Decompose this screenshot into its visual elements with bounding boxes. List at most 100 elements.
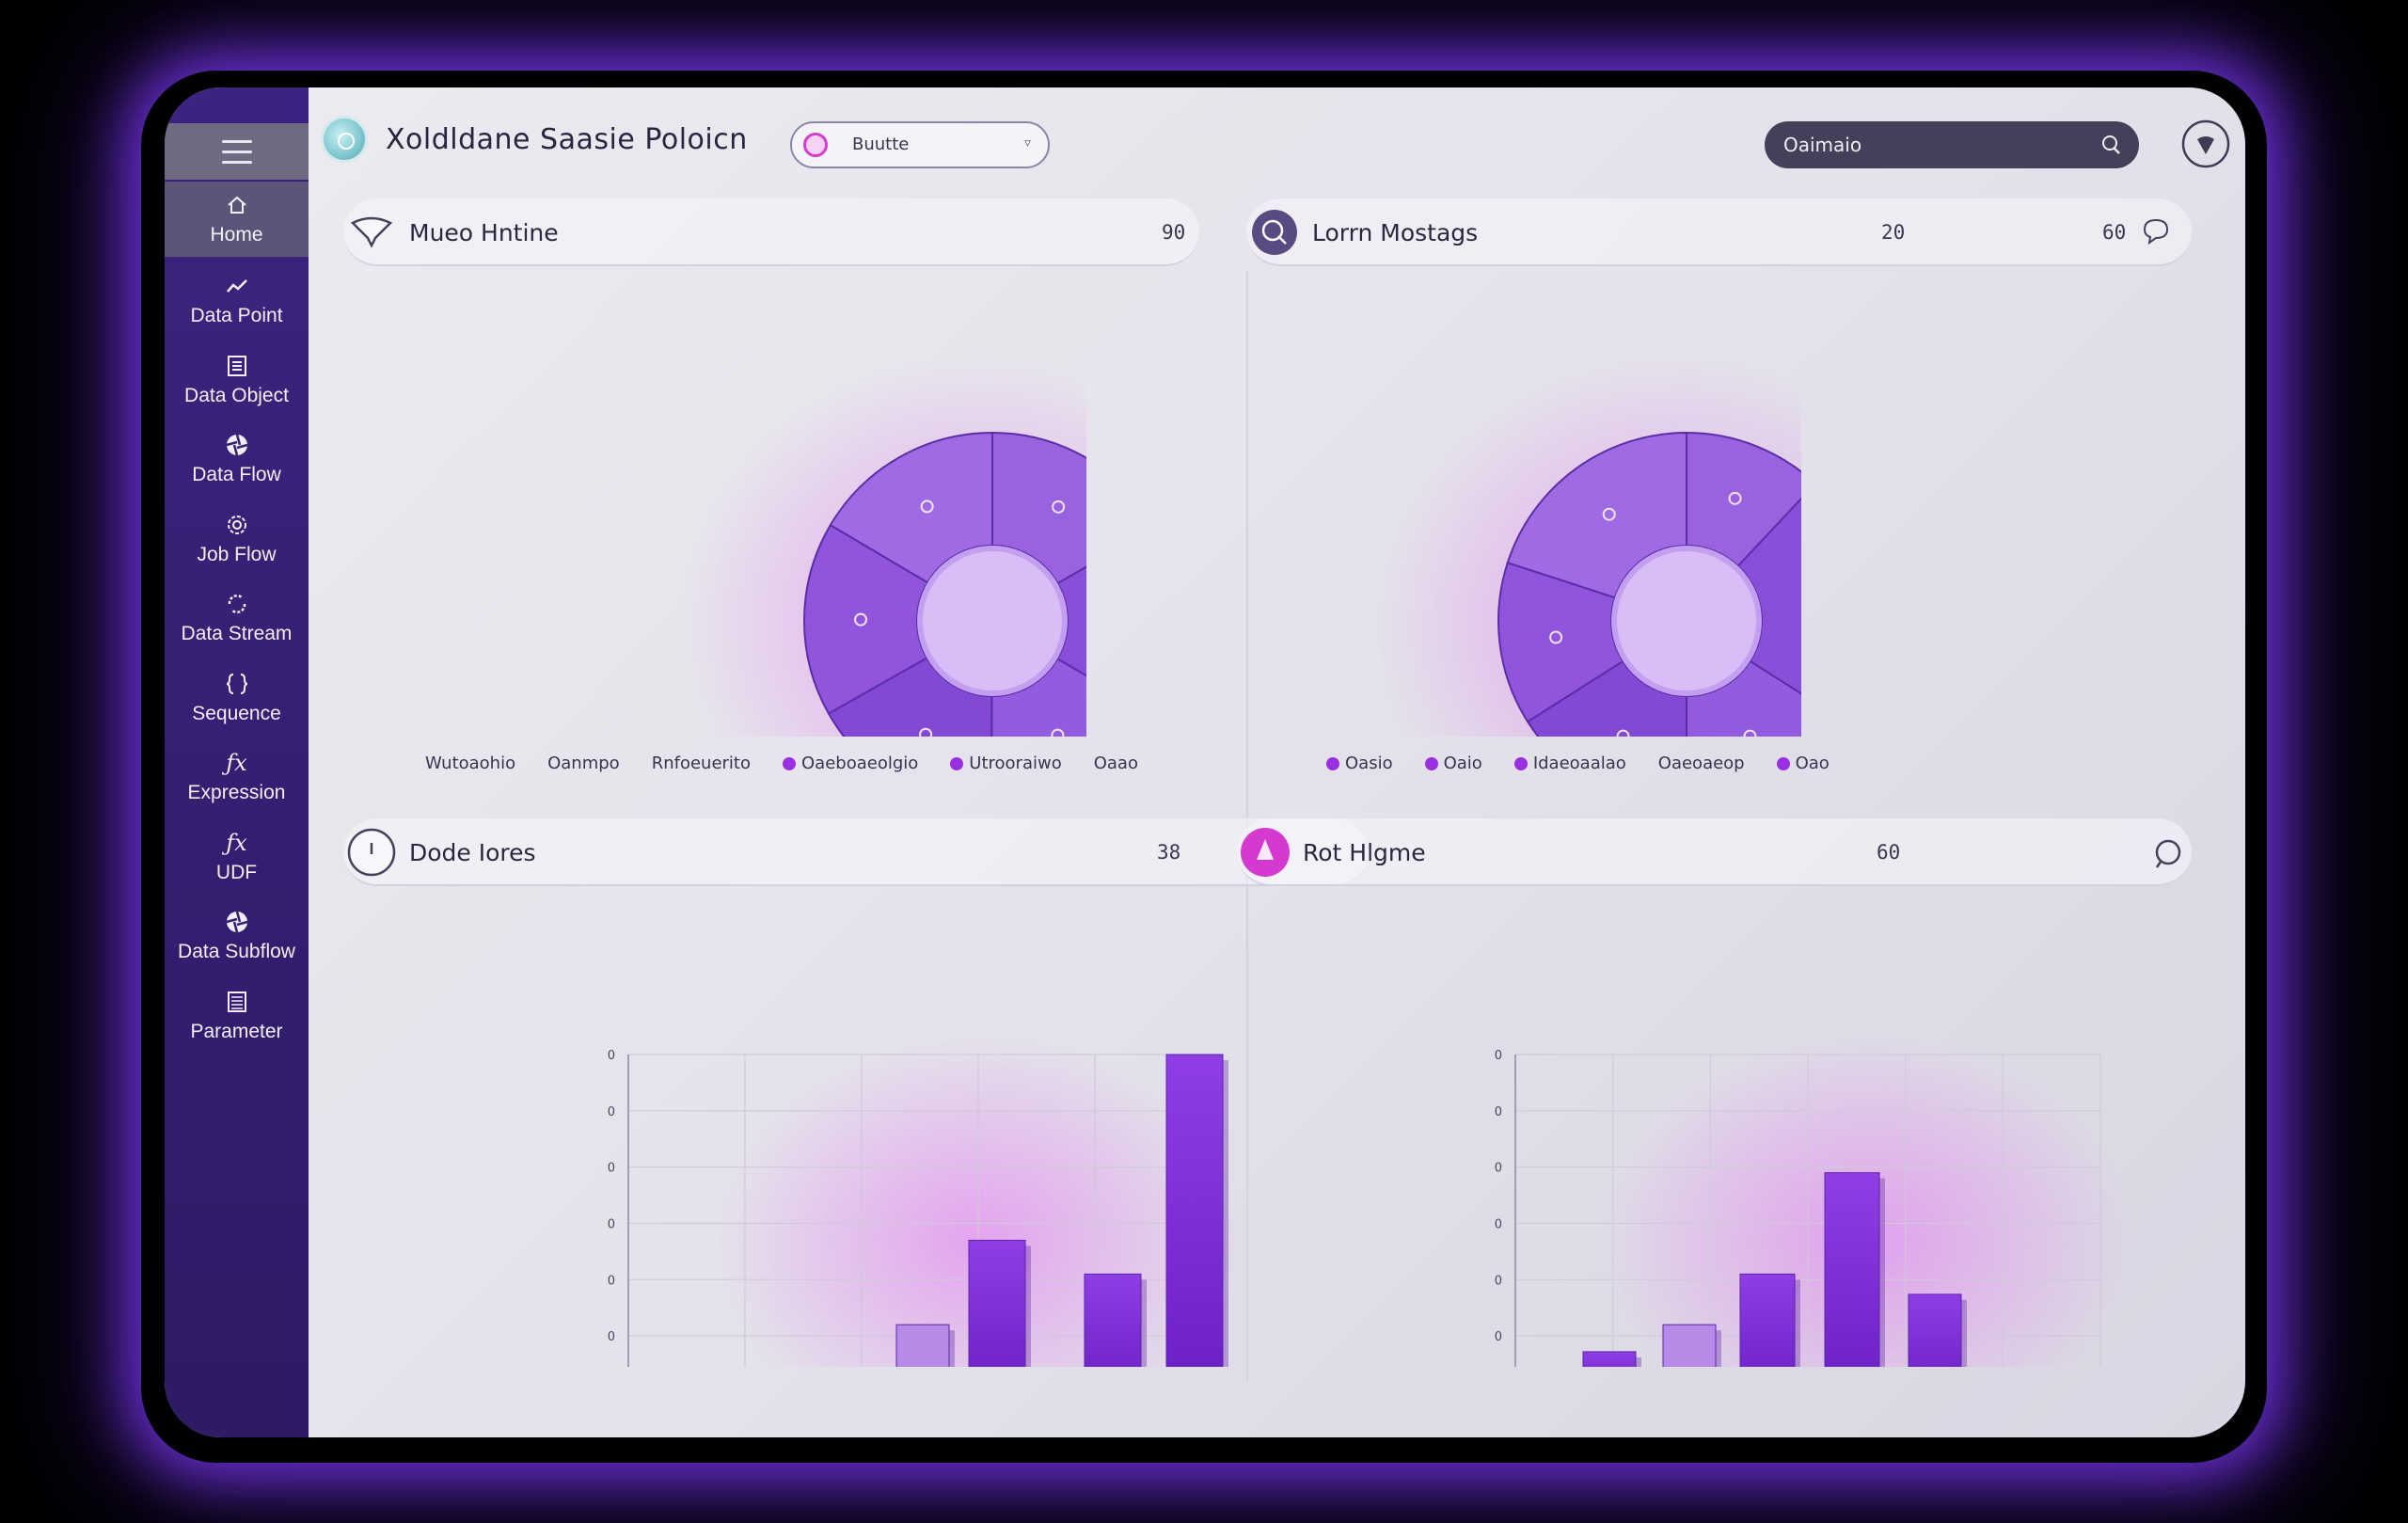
list-icon [224,989,250,1015]
trend-line-icon [224,273,250,299]
alert-icon [1239,826,1291,879]
legend-label: Idaeoaalao [1532,754,1626,773]
card-header-bottom-left: Dode Iores 38 [343,818,1369,886]
donut-hole-inner [923,551,1062,690]
search-icon[interactable] [2098,132,2124,158]
app-window: Home Data Point Data Object Data Flow [165,87,2245,1437]
app-logo-icon[interactable] [321,116,368,163]
location-icon[interactable] [2180,119,2231,169]
y-tick-label: 0 [1495,1218,1502,1232]
legend-item: Oaao [1094,754,1138,773]
sidebar-nav: Home Data Point Data Object Data Flow [165,182,309,1055]
slice-marker [1602,507,1616,521]
sidebar-item-data-object[interactable]: Data Object [165,341,309,420]
legend-item: Oasio [1326,754,1393,773]
bar [1662,1324,1717,1367]
sidebar-item-sequence[interactable]: Sequence [165,658,309,738]
legend-item: Idaeoaalao [1513,754,1626,773]
comment-icon[interactable] [2140,215,2172,247]
search-icon[interactable] [2149,835,2187,873]
app-title: Xoldldane Saasie Poloicn [386,123,748,156]
sidebar-item-label: Job Flow [197,543,277,565]
legend-swatch [950,756,964,770]
chevron-down-icon: ▿ [1023,135,1031,151]
sidebar-item-job-flow[interactable]: Job Flow [165,500,309,579]
slice-marker [920,500,934,514]
legend-swatch [1776,756,1790,770]
sidebar-item-label: Parameter [190,1020,283,1042]
legend-label: Oaio [1443,754,1482,773]
bar-chart-right: 0000000BaaaaoHl lomo00G0IomGlimw [1495,1038,2131,1367]
legend-label: Oaao [1093,754,1138,773]
document-icon [224,353,250,379]
bar [968,1239,1026,1367]
sidebar-item-parameter[interactable]: Parameter [165,976,309,1056]
donut-chart-right [1376,357,1801,737]
legend-item: Oaeboaeolgio [783,754,918,773]
legend-label: Wutoaohio [425,754,516,773]
workspace-select-value: Buutte [852,135,910,154]
card-value: 38 [1157,841,1181,864]
sidebar-item-udf[interactable]: ƒx UDF [165,817,309,897]
card-header-bottom-right: Rot Hlgme 60 [1237,818,2192,886]
donut-hole-inner [1617,551,1756,690]
clock-icon [345,826,398,879]
menu-button[interactable] [165,123,309,180]
sidebar-item-data-flow[interactable]: Data Flow [165,420,309,500]
legend-item: Oanmpo [547,754,620,773]
fx-icon: ƒx [226,829,247,856]
bar [1739,1273,1796,1367]
home-icon [224,192,250,218]
legend-label: Utrooraiwo [969,754,1062,773]
card-title: Rot Hlgme [1303,839,1426,866]
slice-marker [1051,728,1065,737]
sidebar: Home Data Point Data Object Data Flow [165,87,309,1437]
slice-marker [1549,630,1563,644]
aperture-icon [224,909,250,935]
slice-marker [1743,729,1757,737]
sidebar-item-home[interactable]: Home [165,182,309,257]
hamburger-icon [221,136,252,167]
slice-marker [1616,729,1630,737]
card-value: 90 [1162,221,1186,244]
sidebar-item-label: Data Object [184,384,289,406]
legend-item: Rnfoeuerito [652,754,751,773]
slice-marker [1052,500,1066,514]
sidebar-item-label: Data Stream [181,623,293,645]
funnel-icon [345,206,398,259]
card-title: Dode Iores [409,839,536,866]
donut-right-legend: Oasio Oaio Idaeoaalao Oaeoaeop Oao [1326,754,1861,773]
y-tick-label: 0 [1495,1330,1502,1344]
fx-icon: ƒx [226,750,247,777]
legend-swatch [783,756,796,770]
bar [1084,1273,1142,1367]
y-tick-label: 0 [1495,1274,1502,1288]
card-header-top-right: Lorrn Mostags 20 60 [1246,198,2192,266]
donut-left-legend: Wutoaohio Oanmpo Rnfoeuerito Oaeboaeolgio Ut… [425,754,1170,773]
legend-label: Oasio [1345,754,1393,773]
donut-slice [991,431,1086,585]
search-field[interactable]: Oaimaio [1765,121,2139,168]
bar [895,1324,950,1367]
sidebar-item-label: Data Flow [192,464,281,486]
donut-chart-left [682,357,1086,737]
y-tick-label: 0 [608,1274,615,1288]
legend-swatch [1326,756,1339,770]
search-value: Oaimaio [1783,134,1862,156]
legend-label: Oanmpo [547,754,620,773]
workspace-select[interactable]: Buutte ▿ [790,121,1050,168]
card-value-a: 20 [1881,221,1906,244]
legend-label: Oao [1795,754,1830,773]
sidebar-item-data-subflow[interactable]: Data Subflow [165,896,309,976]
sidebar-item-label: Data Subflow [178,941,295,963]
bar [1908,1293,1962,1367]
legend-item: Oaio [1424,754,1482,773]
slice-marker [854,612,868,627]
sidebar-item-data-point[interactable]: Data Point [165,261,309,341]
bar [1582,1351,1637,1367]
sidebar-item-data-stream[interactable]: Data Stream [165,579,309,658]
braces-icon [224,671,250,697]
sidebar-item-expression[interactable]: ƒx Expression [165,738,309,817]
legend-label: Oaeoaeop [1657,754,1745,773]
y-tick-label: 0 [608,1330,615,1344]
